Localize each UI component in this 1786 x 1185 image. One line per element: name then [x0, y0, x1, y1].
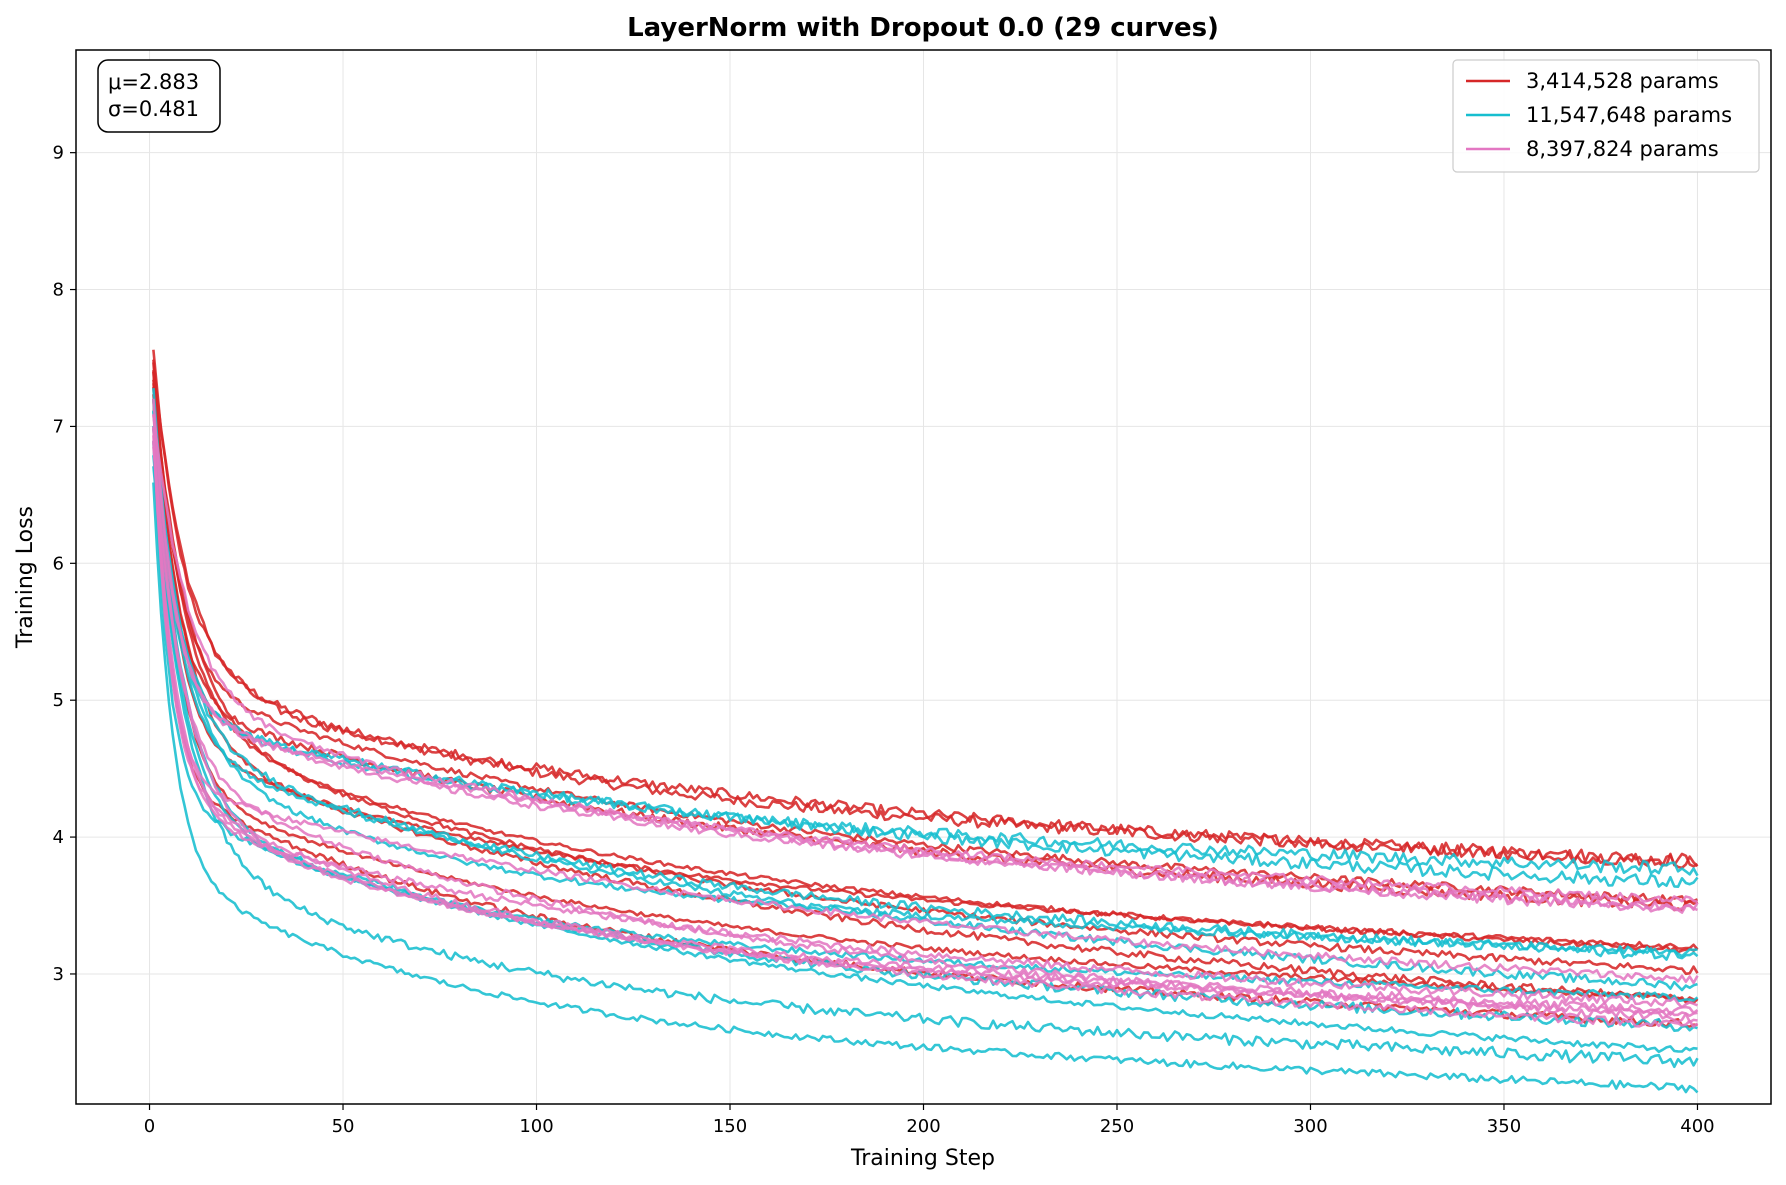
loss-curve: [152, 399, 1699, 889]
legend-frame: [1452, 59, 1760, 173]
legend-label: 8,397,824 params: [1526, 137, 1719, 161]
loss-curve: [152, 428, 1698, 992]
grid: [76, 50, 1771, 1104]
loss-curve: [152, 379, 1699, 954]
stats-box: μ=2.883 σ=0.481: [97, 59, 221, 133]
loss-curve: [152, 446, 1699, 1028]
loss-curve: [152, 441, 1698, 1024]
x-tick-label: 250: [1100, 1116, 1134, 1137]
x-axis-ticks: 0 50 100 150 200 250 300 350 400: [144, 1104, 1715, 1137]
curves: [152, 349, 1699, 1094]
x-tick-label: 0: [144, 1116, 155, 1137]
stats-mean: μ=2.883: [108, 70, 199, 94]
legend-label: 3,414,528 params: [1526, 69, 1719, 93]
x-tick-label: 50: [332, 1116, 355, 1137]
stats-std: σ=0.481: [108, 97, 199, 121]
legend-label: 11,547,648 params: [1526, 103, 1732, 127]
loss-curve: [152, 413, 1699, 912]
x-axis-label: Training Step: [850, 1146, 995, 1171]
loss-curve: [152, 388, 1699, 877]
loss-curve: [152, 482, 1699, 1094]
y-tick-label: 5: [53, 690, 64, 711]
loss-curve: [152, 435, 1699, 1017]
x-tick-label: 200: [906, 1116, 940, 1137]
y-axis-ticks: 3 4 5 6 7 8 9: [53, 143, 76, 985]
y-tick-label: 4: [53, 827, 64, 848]
loss-curve: [152, 426, 1698, 1009]
legend: 3,414,528 params 11,547,648 params 8,397,8…: [1452, 59, 1760, 173]
y-axis-label: Training Loss: [13, 506, 38, 649]
loss-curve: [152, 414, 1698, 914]
x-tick-label: 400: [1680, 1116, 1714, 1137]
loss-curve: [152, 349, 1699, 868]
y-tick-label: 9: [53, 143, 64, 164]
loss-curve: [152, 441, 1698, 1032]
loss-curve: [152, 466, 1699, 1069]
loss-curve: [152, 359, 1699, 870]
x-tick-label: 300: [1293, 1116, 1327, 1137]
x-tick-label: 150: [713, 1116, 747, 1137]
y-tick-label: 6: [53, 553, 64, 574]
x-tick-label: 100: [519, 1116, 553, 1137]
loss-curve: [152, 427, 1699, 985]
y-tick-label: 3: [53, 964, 64, 985]
loss-curve: [152, 398, 1698, 904]
loss-curve: [152, 371, 1699, 912]
loss-curve: [152, 387, 1698, 1003]
x-tick-label: 350: [1487, 1116, 1521, 1137]
y-tick-label: 8: [53, 280, 64, 301]
y-tick-label: 7: [53, 416, 64, 437]
chart-title: LayerNorm with Dropout 0.0 (29 curves): [627, 13, 1219, 43]
